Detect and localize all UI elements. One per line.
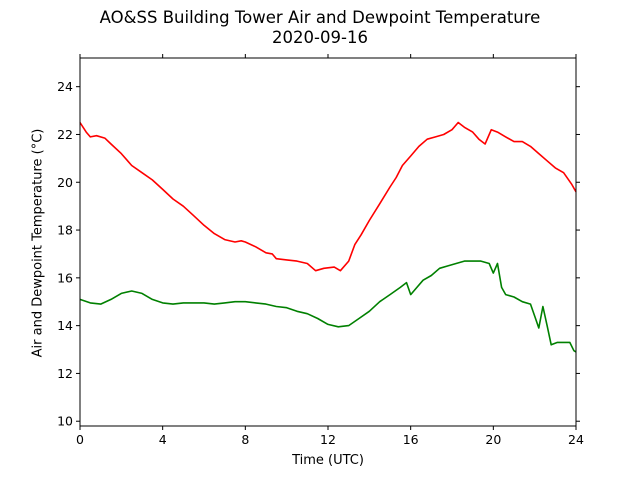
y-axis-label: Air and Dewpoint Temperature (°C)	[30, 128, 46, 358]
x-tick-label-20: 20	[485, 432, 501, 447]
x-tick-label-16: 16	[403, 432, 419, 447]
series-line-1	[79, 121, 577, 272]
y-tick-label-20: 20	[57, 175, 73, 190]
chart-subtitle: 2020-09-16	[272, 28, 368, 47]
x-tick-label-12: 12	[320, 432, 336, 447]
y-tick-label-10: 10	[57, 414, 73, 429]
x-ticks: 0 4 8 12 16 20 24	[76, 54, 584, 447]
series-layer	[79, 121, 577, 353]
y-tick-label-22: 22	[57, 127, 73, 142]
x-axis-label: Time (UTC)	[292, 453, 364, 468]
y-tick-label-18: 18	[57, 223, 73, 238]
y-tick-label-14: 14	[57, 318, 73, 333]
x-tick-label-4: 4	[159, 432, 167, 447]
y-tick-label-24: 24	[57, 79, 73, 94]
chart-title: AO&SS Building Tower Air and Dewpoint Te…	[99, 8, 541, 27]
axes-frame	[79, 57, 577, 427]
x-tick-label-8: 8	[241, 432, 249, 447]
series-line-2	[79, 260, 577, 353]
x-tick-label-24: 24	[568, 432, 584, 447]
x-tick-label-0: 0	[76, 432, 84, 447]
y-tick-label-16: 16	[57, 270, 73, 285]
y-tick-label-12: 12	[57, 366, 73, 381]
y-ticks: 10 12 14 16 18 20 22 24	[57, 79, 580, 429]
